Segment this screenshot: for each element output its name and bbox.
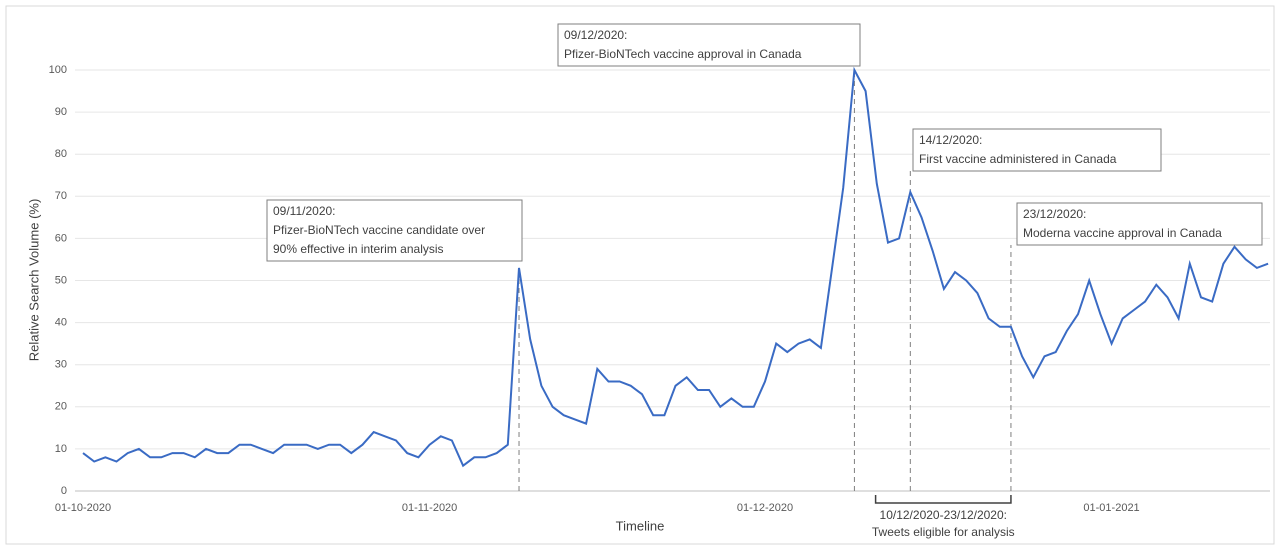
y-tick-label: 10 <box>55 443 67 455</box>
annotation-box <box>912 128 1162 172</box>
annotation-text: Pfizer-BioNTech vaccine approval in Cana… <box>564 47 802 61</box>
y-axis-title: Relative Search Volume (%) <box>26 199 41 362</box>
annotation-text: 90% effective in interim analysis <box>273 242 444 256</box>
annotation-box <box>266 199 523 262</box>
annotation-text: Pfizer-BioNTech vaccine candidate over <box>273 223 485 237</box>
x-tick-label: 01-11-2020 <box>402 502 457 514</box>
annotation-text: Moderna vaccine approval in Canada <box>1023 226 1222 240</box>
y-tick-label: 30 <box>55 359 67 371</box>
annotation-text: 09/11/2020: <box>273 204 336 218</box>
chart-frame <box>5 5 1275 545</box>
y-tick-label: 100 <box>49 64 67 76</box>
x-axis-title: Timeline <box>616 518 665 533</box>
x-tick-label: 01-01-2021 <box>1083 502 1139 514</box>
annotation-text: 23/12/2020: <box>1023 207 1086 221</box>
y-tick-label: 0 <box>61 485 67 497</box>
y-tick-label: 60 <box>55 232 67 244</box>
annotation-text: 09/12/2020: <box>564 28 627 42</box>
span-bracket <box>874 495 1012 504</box>
annotation-box <box>557 23 861 67</box>
span-text: Tweets eligible for analysis <box>872 525 1015 539</box>
annotation-text: First vaccine administered in Canada <box>919 152 1117 166</box>
y-tick-label: 90 <box>55 106 67 118</box>
x-tick-label: 01-12-2020 <box>737 502 793 514</box>
x-tick-label: 01-10-2020 <box>55 502 111 514</box>
y-tick-label: 70 <box>55 190 67 202</box>
annotation-box <box>1016 202 1263 246</box>
y-tick-label: 40 <box>55 317 67 329</box>
series-line <box>82 66 1269 468</box>
span-text: 10/12/2020-23/12/2020: <box>880 508 1007 522</box>
y-tick-label: 80 <box>55 148 67 160</box>
y-tick-label: 50 <box>55 274 67 286</box>
annotation-text: 14/12/2020: <box>919 133 982 147</box>
y-tick-label: 20 <box>55 401 67 413</box>
